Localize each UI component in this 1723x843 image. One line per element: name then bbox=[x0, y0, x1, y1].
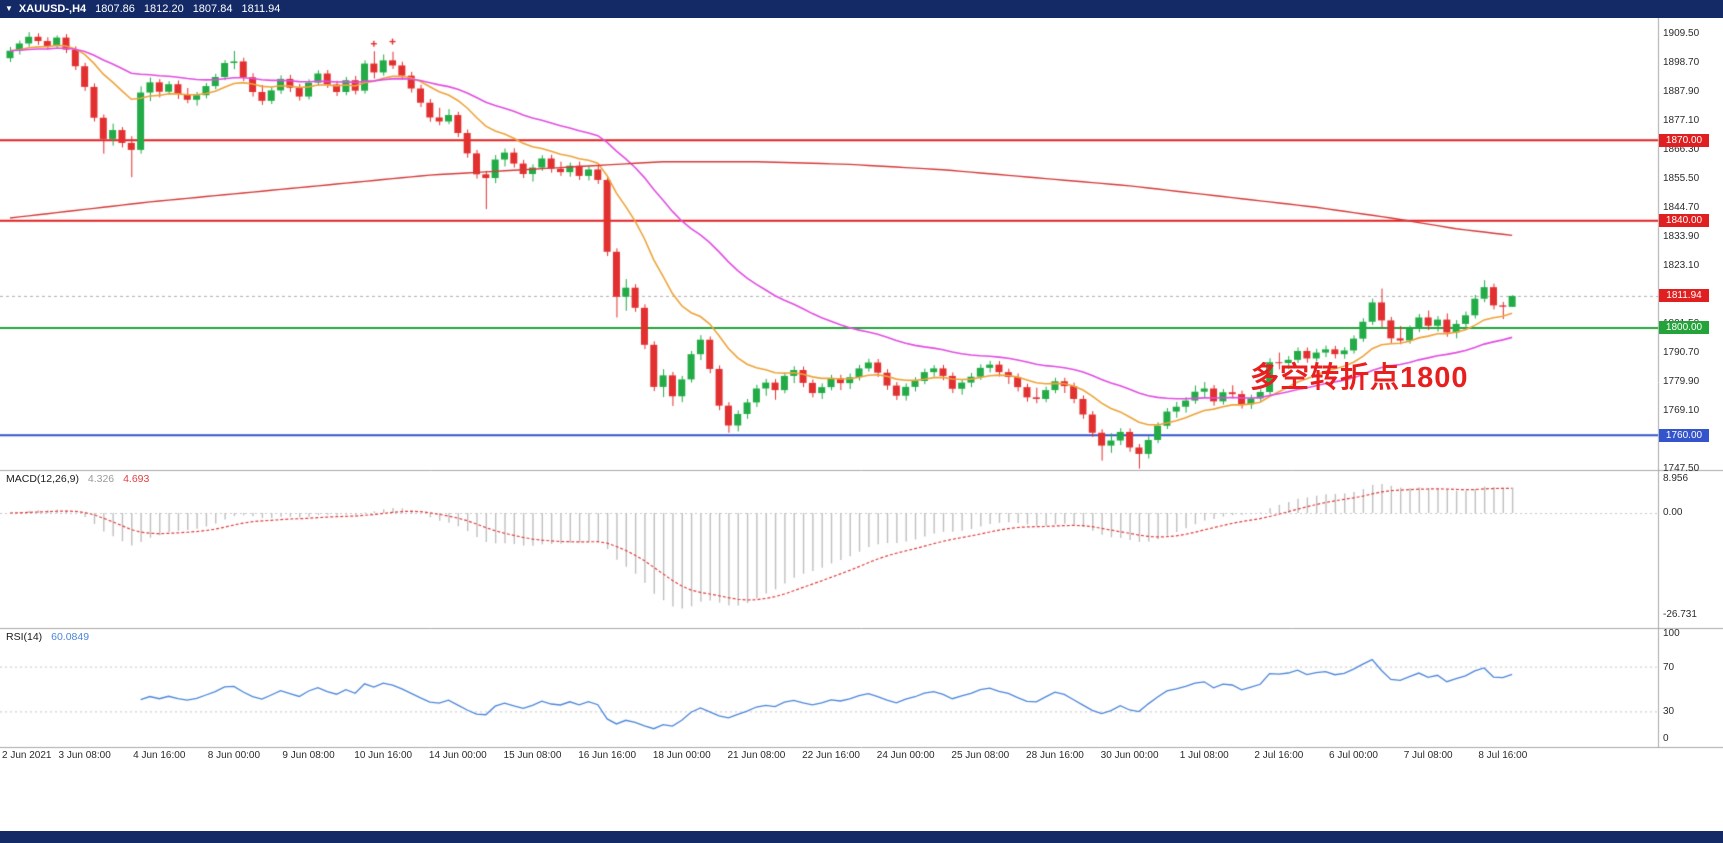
time-label: 30 Jun 00:00 bbox=[1100, 750, 1159, 761]
time-label: 8 Jul 16:00 bbox=[1478, 750, 1528, 761]
price-tick-label: 1844.70 bbox=[1663, 202, 1700, 214]
current-price-badge: 1811.94 bbox=[1659, 289, 1709, 303]
macd-main-value: 4.326 bbox=[87, 473, 115, 485]
time-label: 9 Jun 08:00 bbox=[282, 750, 335, 761]
time-label: 10 Jun 16:00 bbox=[354, 750, 413, 761]
annotation-text: 多空转折点1800 bbox=[1250, 362, 1469, 394]
macd-name: MACD(12,26,9) bbox=[6, 473, 79, 485]
rsi-axis-label: 30 bbox=[1663, 706, 1675, 718]
price-level-badge: 1760.00 bbox=[1659, 428, 1709, 442]
price-tick-label: 1887.90 bbox=[1663, 86, 1700, 98]
time-label: 28 Jun 16:00 bbox=[1026, 750, 1084, 761]
time-label: 4 Jun 16:00 bbox=[133, 750, 186, 761]
bottom-bar bbox=[0, 831, 1723, 843]
time-label: 24 Jun 00:00 bbox=[876, 750, 935, 761]
macd-axis-label: 8.956 bbox=[1663, 472, 1689, 484]
price-tick-label: 1877.10 bbox=[1663, 115, 1700, 127]
price-tick-label: 1909.50 bbox=[1663, 28, 1700, 40]
collapse-caret-icon[interactable]: ▼ bbox=[5, 4, 13, 13]
price-level-badge: 1840.00 bbox=[1659, 214, 1709, 228]
time-label: 2 Jun 2021 bbox=[2, 750, 52, 761]
rsi-axis-label: 100 bbox=[1663, 628, 1680, 639]
symbol-timeframe-label: XAUUSD-,H4 bbox=[18, 3, 87, 15]
time-label: 2 Jul 16:00 bbox=[1254, 750, 1304, 761]
price-tick-label: 1855.50 bbox=[1663, 173, 1700, 185]
macd-indicator-label: MACD(12,26,9) 4.326 4.693 bbox=[6, 473, 149, 485]
bar-open-value: 1807.86 bbox=[95, 3, 135, 15]
bar-close-value: 1811.94 bbox=[241, 3, 281, 15]
time-label: 8 Jun 00:00 bbox=[207, 750, 261, 761]
price-tick-label: 1866.30 bbox=[1663, 144, 1700, 156]
time-label: 14 Jun 00:00 bbox=[428, 750, 487, 761]
rsi-name: RSI(14) bbox=[6, 631, 43, 643]
time-label: 15 Jun 08:00 bbox=[503, 750, 562, 761]
macd-axis-label: 0.00 bbox=[1663, 507, 1683, 518]
time-label: 6 Jul 00:00 bbox=[1329, 750, 1378, 761]
price-level-badge: 1800.00 bbox=[1659, 321, 1709, 335]
rsi-value: 60.0849 bbox=[51, 631, 90, 643]
macd-signal-value: 4.693 bbox=[123, 473, 150, 485]
time-label: 1 Jul 08:00 bbox=[1179, 750, 1229, 761]
price-level-badge: 1870.00 bbox=[1659, 133, 1709, 147]
time-label: 3 Jun 08:00 bbox=[58, 750, 111, 761]
price-tick-label: 1833.90 bbox=[1663, 231, 1700, 243]
time-label: 25 Jun 08:00 bbox=[951, 750, 1010, 761]
price-tick-label: 1790.70 bbox=[1663, 346, 1700, 358]
time-label: 22 Jun 16:00 bbox=[802, 750, 860, 761]
bar-high-value: 1812.20 bbox=[143, 3, 184, 15]
price-tick-label: 1779.90 bbox=[1663, 375, 1700, 387]
time-label: 21 Jun 08:00 bbox=[727, 750, 786, 761]
rsi-indicator-label: RSI(14) 60.0849 bbox=[6, 631, 89, 643]
title-bar: ▼ XAUUSD-,H4 1807.86 1812.20 1807.84 181… bbox=[0, 0, 1723, 18]
time-label: 18 Jun 00:00 bbox=[652, 750, 711, 761]
rsi-axis-label: 70 bbox=[1663, 661, 1675, 673]
price-tick-label: 1747.50 bbox=[1663, 462, 1700, 474]
time-label: 7 Jul 08:00 bbox=[1403, 750, 1453, 761]
time-label: 16 Jun 16:00 bbox=[578, 750, 637, 761]
price-tick-label: 1823.10 bbox=[1663, 259, 1700, 271]
macd-axis-label: -26.731 bbox=[1663, 608, 1697, 620]
bar-low-value: 1807.84 bbox=[192, 3, 233, 15]
rsi-axis-label: 0 bbox=[1663, 733, 1669, 744]
price-tick-label: 1898.70 bbox=[1663, 57, 1700, 69]
price-tick-label: 1769.10 bbox=[1663, 404, 1700, 416]
